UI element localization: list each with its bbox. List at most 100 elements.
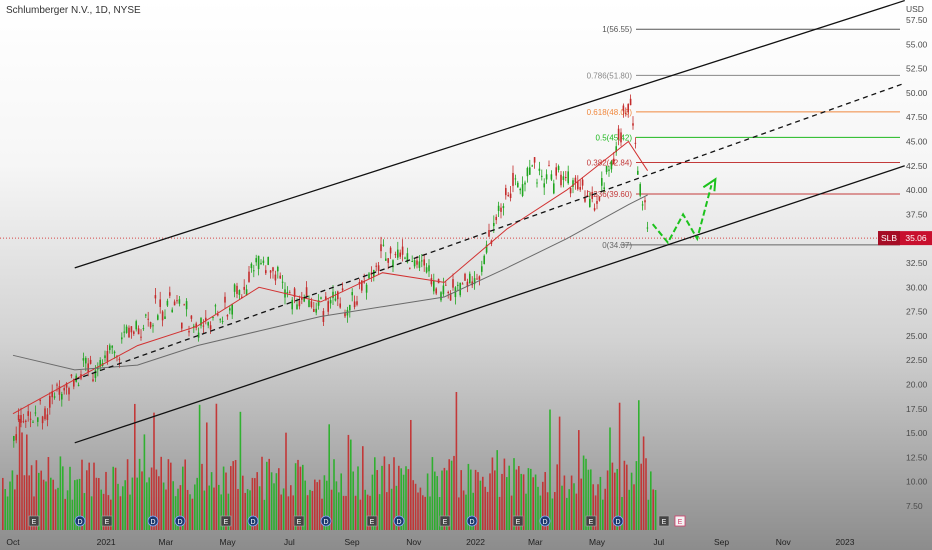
candle-body [272, 267, 274, 272]
volume-bar [9, 481, 11, 530]
volume-bar [494, 470, 496, 530]
volume-bar [621, 496, 623, 530]
marker-shape [101, 515, 113, 527]
candle-body [601, 178, 603, 186]
candle-body [317, 300, 320, 306]
candle-body [104, 355, 106, 359]
marker-letter: E [678, 519, 683, 526]
candle-body [171, 309, 173, 313]
candle-body [483, 255, 485, 265]
marker-letter: D [542, 519, 547, 526]
marker-letter: E [370, 519, 375, 526]
candle-body [137, 328, 140, 335]
volume-bar [42, 479, 45, 530]
volume-bar [640, 463, 642, 530]
volume-bar [426, 473, 429, 530]
volume-bar [95, 477, 98, 530]
candle-body [25, 420, 27, 422]
chart-title: Schlumberger N.V., 1D, NYSE [6, 5, 141, 16]
candle-body [512, 172, 514, 186]
marker-shape [466, 515, 478, 527]
volume-bar [134, 403, 136, 530]
volume-bar [210, 472, 213, 530]
candle-body [629, 98, 632, 106]
candle-body [514, 178, 517, 180]
volume-bar [381, 465, 383, 530]
volume-bar [275, 473, 278, 530]
future-earnings-marker-icon: E [674, 515, 686, 527]
volume-bar [446, 470, 448, 530]
marker-shape [674, 515, 686, 527]
candle-body [315, 308, 317, 313]
candle-body [481, 266, 483, 272]
candle-body [121, 337, 123, 340]
candle-body [385, 258, 387, 261]
volume-bar [635, 461, 638, 530]
channel-lower-line [74, 165, 905, 444]
candle-body [430, 278, 433, 285]
volume-bar [498, 496, 501, 530]
volume-bar [117, 483, 119, 530]
volume-bar [398, 465, 400, 530]
candle-body [77, 384, 80, 386]
candle-body [46, 414, 49, 420]
candle-body [41, 416, 44, 424]
marker-letter: D [150, 519, 155, 526]
volume-bar [554, 492, 556, 530]
volume-bar [388, 464, 390, 530]
candle-body [334, 298, 337, 301]
volume-bar [626, 464, 628, 530]
candle-body [173, 301, 176, 306]
volume-bar [390, 488, 393, 530]
candle-body [111, 345, 113, 348]
candle-body [440, 292, 442, 301]
candle-body [70, 374, 73, 377]
candle-body [605, 166, 608, 173]
volume-bar [244, 492, 246, 530]
candle-body [644, 200, 646, 203]
volume-bar [491, 457, 494, 530]
volume-bar [47, 457, 50, 530]
candle-body [209, 325, 212, 330]
volume-bar [88, 462, 90, 530]
volume-bar [225, 472, 227, 530]
candle-body [452, 279, 454, 288]
candle-body [157, 315, 159, 320]
volume-bar [40, 470, 42, 530]
candle-body [253, 270, 255, 272]
candle-body [613, 158, 615, 164]
candle-body [500, 207, 502, 212]
candle-body [421, 260, 423, 262]
fib-level-label: 0.382(42.84) [587, 158, 633, 167]
marker-letter: E [589, 519, 594, 526]
candle-body [269, 270, 272, 273]
volume-bar [597, 484, 599, 530]
volume-bar [227, 493, 230, 530]
candle-body [507, 195, 509, 197]
volume-bar [654, 490, 657, 530]
volume-bar [141, 471, 143, 530]
candle-body [279, 275, 281, 279]
marker-shape [612, 515, 624, 527]
volume-bar [4, 489, 6, 530]
dividend-marker-icon: D [74, 515, 86, 527]
volume-bar [369, 495, 371, 530]
candle-body [433, 281, 435, 292]
volume-bar [74, 480, 76, 530]
volume-bar [254, 478, 256, 530]
volume-bar [602, 499, 604, 530]
candle-body [341, 288, 344, 291]
candle-body [73, 378, 75, 387]
candle-body [149, 322, 152, 328]
candle-body [87, 363, 89, 372]
volume-bar [539, 495, 542, 530]
volume-bar [647, 499, 650, 530]
candle-body [502, 206, 505, 209]
candle-body [13, 436, 15, 441]
volume-bar [465, 494, 467, 530]
candle-body [320, 297, 322, 299]
candle-body [85, 357, 87, 364]
marker-letter: D [323, 519, 328, 526]
